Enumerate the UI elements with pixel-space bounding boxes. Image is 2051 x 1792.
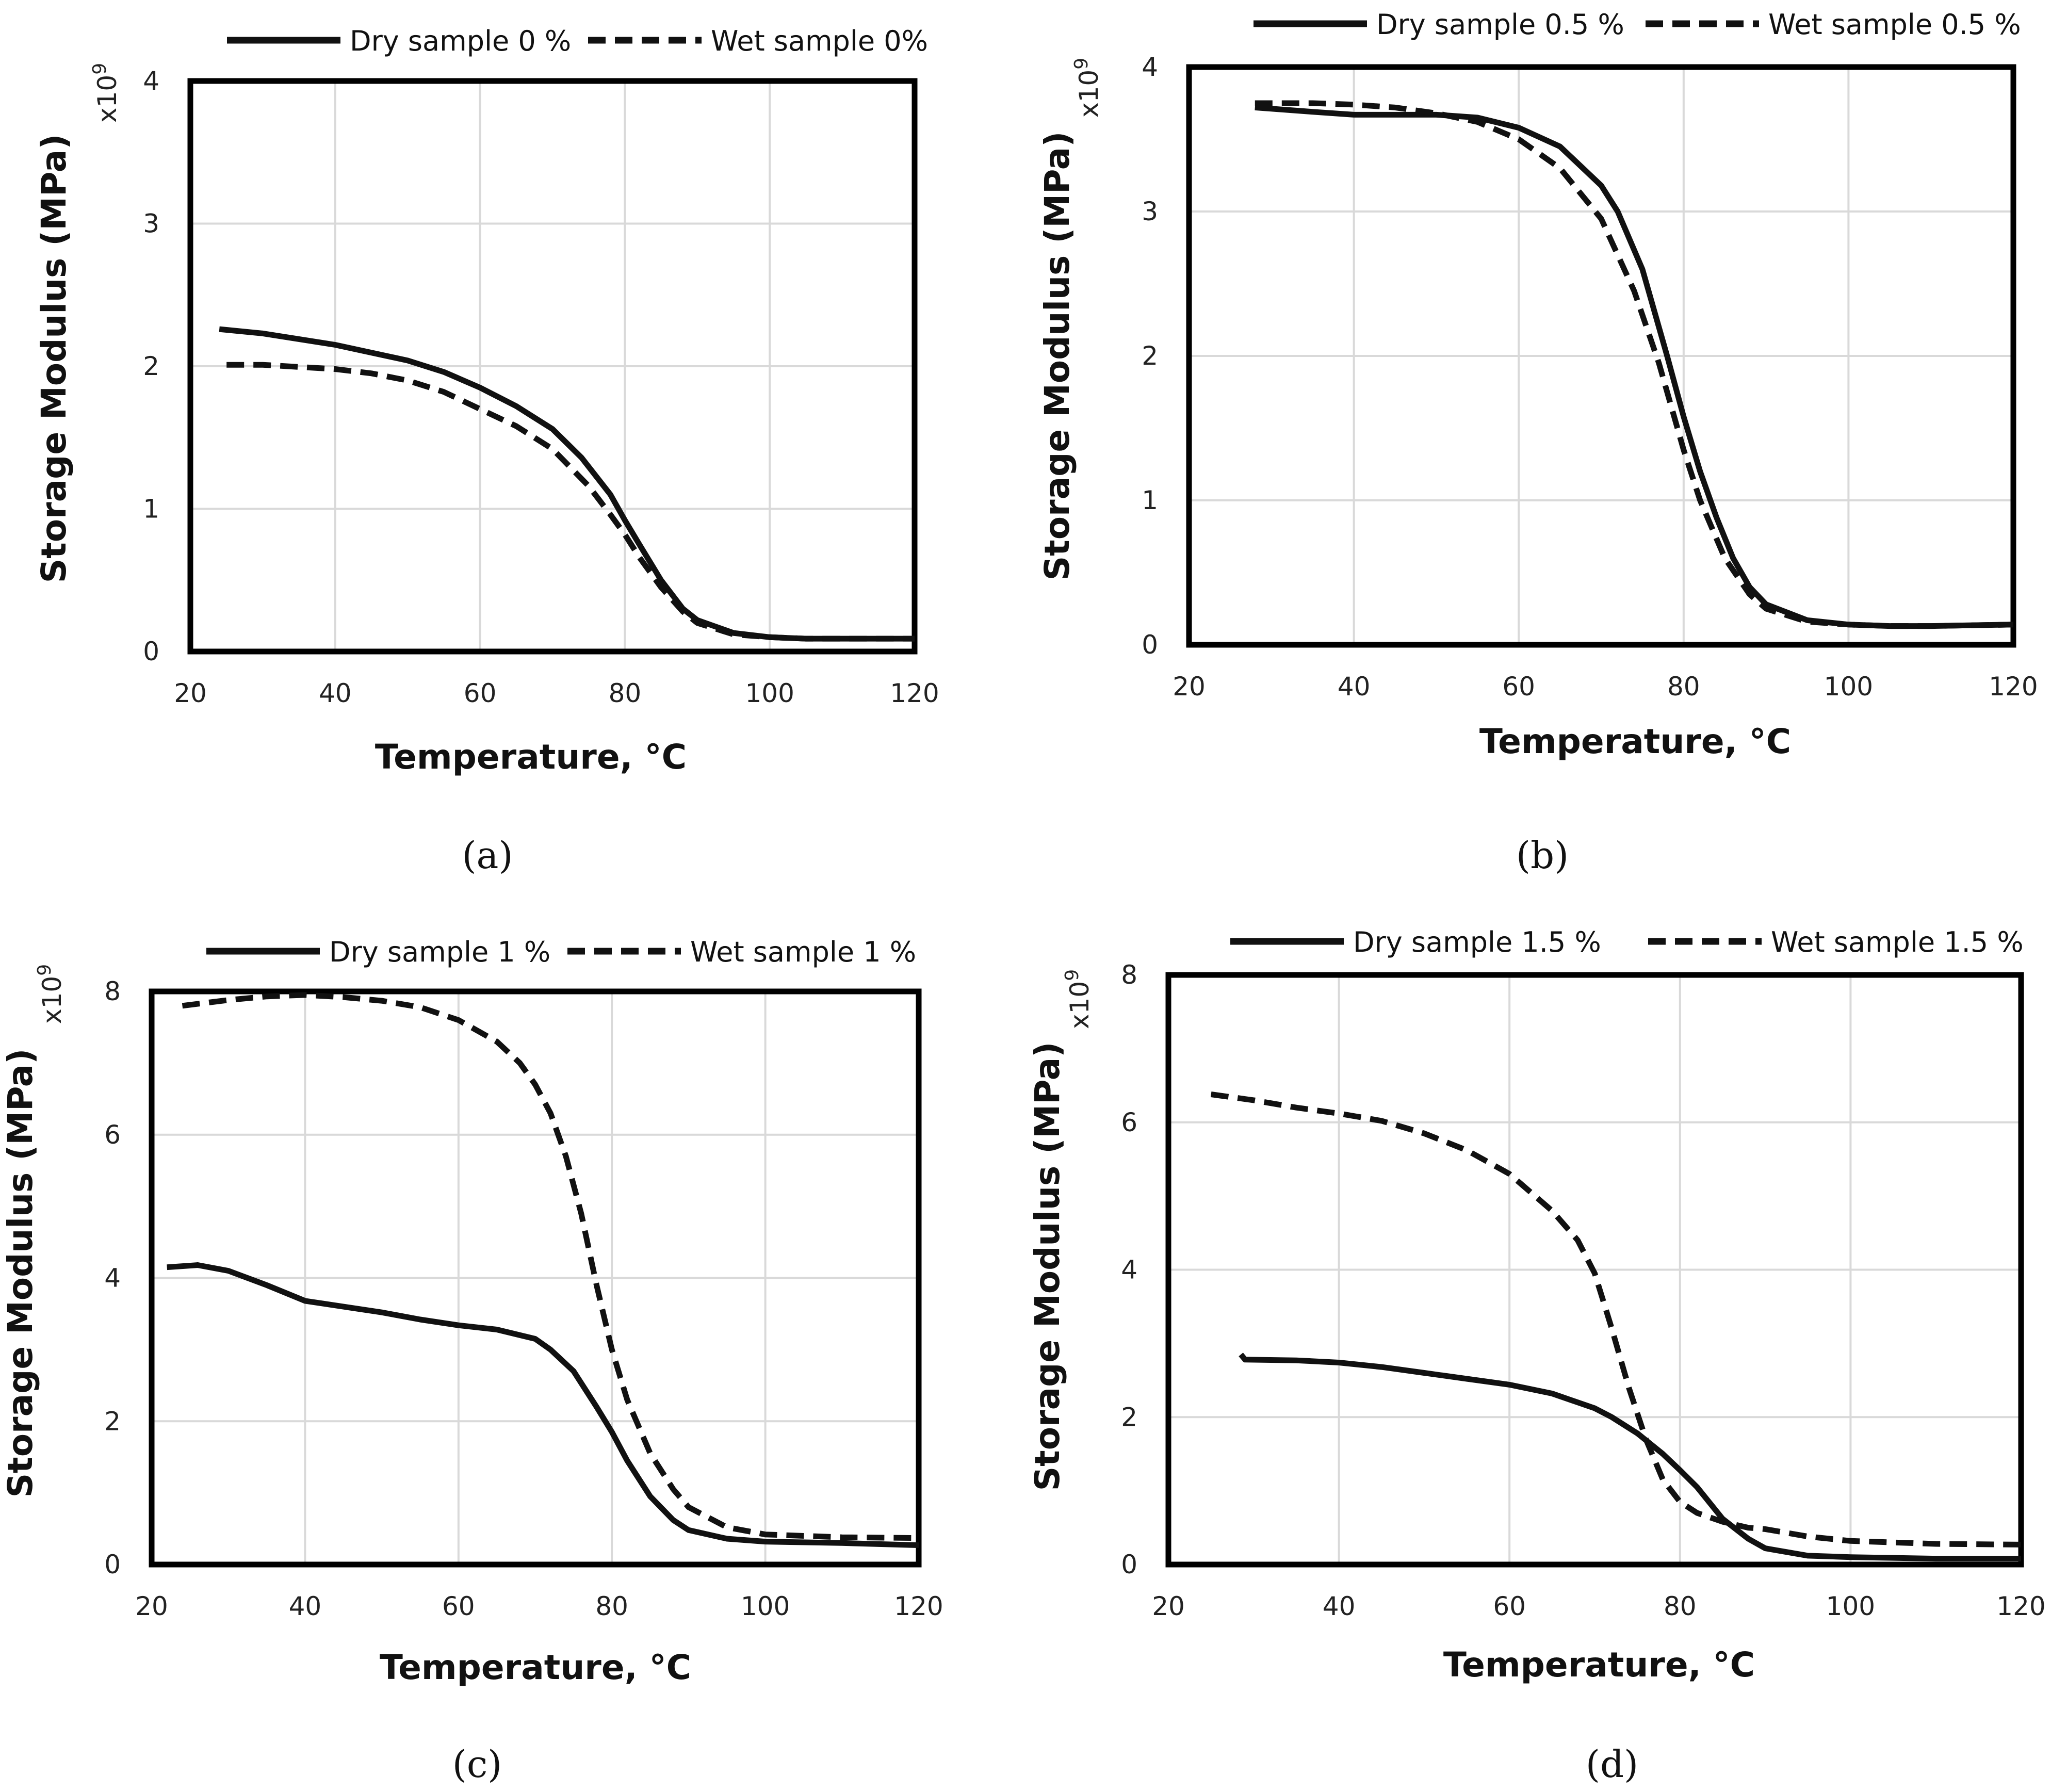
- x-tick-label: 100: [741, 1591, 790, 1621]
- legend-label-wet: Wet sample 1 %: [690, 936, 916, 968]
- x-tick-label: 40: [289, 1591, 322, 1621]
- chart-panel-c: Dry sample 1 % Wet sample 1 % Storage Mo…: [1, 936, 943, 1786]
- y-axis-title: Storage Modulus (MPa): [1028, 1042, 1067, 1491]
- x-tick-label: 120: [1996, 1591, 2045, 1621]
- y-tick-label: 8: [104, 976, 121, 1006]
- x-axis-title: Temperature, °C: [375, 737, 687, 777]
- y-tick-label: 1: [1142, 485, 1158, 515]
- plot-frame: [1165, 972, 2024, 1568]
- panel-caption: (c): [452, 1742, 502, 1786]
- series-line-wet: [1210, 1092, 2022, 1547]
- legend-label-wet: Wet sample 0.5 %: [1768, 8, 2021, 41]
- x-tick-label: 40: [319, 678, 352, 708]
- y-tick-label: 4: [104, 1263, 121, 1293]
- gridlines: [190, 81, 915, 651]
- x-tick-label: 80: [609, 678, 642, 708]
- legend-label-dry: Dry sample 0 %: [350, 25, 571, 57]
- series-line-wet: [1255, 100, 2014, 629]
- y-axis-multiplier: x109: [1071, 58, 1104, 118]
- y-axis-title: Storage Modulus (MPa): [1037, 132, 1077, 581]
- y-tick-label: 6: [1121, 1107, 1137, 1137]
- gridlines: [1189, 67, 2013, 645]
- x-axis-title: Temperature, °C: [380, 1648, 691, 1687]
- legend: Dry sample 1.5 % Wet sample 1.5 %: [1230, 926, 2024, 958]
- y-tick-label: 2: [1121, 1402, 1137, 1432]
- x-axis-title: Temperature, °C: [1479, 722, 1791, 761]
- series-line-dry: [219, 326, 915, 642]
- chart-panel-d: Dry sample 1.5 % Wet sample 1.5 % Storag…: [1028, 926, 2046, 1786]
- x-tick-label: 120: [890, 678, 939, 708]
- series-line-dry: [1239, 1353, 2021, 1562]
- y-tick-label: 3: [143, 209, 159, 239]
- panel-caption: (d): [1586, 1742, 1638, 1786]
- x-tick-label: 80: [595, 1591, 628, 1621]
- legend-label-dry: Dry sample 1.5 %: [1353, 926, 1601, 958]
- x-tick-label: 80: [1664, 1591, 1697, 1621]
- plot-frame: [1186, 64, 2016, 648]
- legend-label-dry: Dry sample 0.5 %: [1376, 8, 1624, 41]
- y-axis-multiplier: x109: [34, 964, 67, 1024]
- y-tick-label: 0: [1121, 1550, 1137, 1579]
- series-line-wet: [182, 992, 919, 1541]
- x-tick-label: 100: [1824, 672, 1873, 702]
- plot-frame: [149, 988, 922, 1568]
- x-tick-label: 40: [1338, 672, 1371, 702]
- x-tick-label: 60: [1493, 1591, 1526, 1621]
- legend: Dry sample 0 % Wet sample 0%: [227, 25, 928, 57]
- y-tick-label: 4: [1121, 1255, 1137, 1285]
- legend: Dry sample 1 % Wet sample 1 %: [206, 936, 916, 968]
- y-tick-label: 6: [104, 1120, 121, 1150]
- x-tick-label: 120: [1989, 672, 2038, 702]
- x-tick-label: 20: [174, 678, 207, 708]
- x-axis-title: Temperature, °C: [1443, 1645, 1755, 1685]
- panel-caption: (b): [1516, 834, 1569, 877]
- y-tick-label: 4: [143, 66, 159, 96]
- y-axis-multiplier: x109: [1062, 969, 1095, 1029]
- x-tick-label: 20: [1173, 672, 1206, 702]
- panel-caption: (a): [462, 834, 513, 877]
- y-tick-label: 0: [1142, 630, 1158, 660]
- gridlines: [152, 991, 919, 1565]
- gridlines: [1168, 975, 2021, 1565]
- series-line-wet: [226, 362, 915, 642]
- y-axis-title: Storage Modulus (MPa): [1, 1049, 40, 1498]
- x-tick-label: 60: [1502, 672, 1535, 702]
- x-tick-label: 120: [894, 1591, 943, 1621]
- x-tick-label: 60: [442, 1591, 475, 1621]
- x-tick-label: 20: [135, 1591, 168, 1621]
- legend-label-wet: Wet sample 0%: [711, 25, 928, 57]
- legend-label-dry: Dry sample 1 %: [329, 936, 550, 968]
- chart-panel-a: Dry sample 0 % Wet sample 0% Storage Mod…: [34, 25, 939, 877]
- y-tick-label: 8: [1121, 960, 1137, 990]
- legend-label-wet: Wet sample 1.5 %: [1771, 926, 2024, 958]
- y-tick-label: 1: [143, 494, 159, 524]
- y-tick-label: 0: [143, 637, 159, 666]
- x-tick-label: 100: [745, 678, 794, 708]
- y-axis-multiplier: x109: [89, 63, 122, 123]
- series-line-dry: [1255, 104, 2014, 629]
- y-tick-label: 3: [1142, 197, 1158, 226]
- x-tick-label: 100: [1826, 1591, 1875, 1621]
- x-tick-label: 40: [1323, 1591, 1356, 1621]
- y-tick-label: 2: [104, 1406, 121, 1436]
- y-tick-label: 4: [1142, 52, 1158, 82]
- legend: Dry sample 0.5 % Wet sample 0.5 %: [1254, 8, 2021, 41]
- y-tick-label: 0: [104, 1550, 121, 1579]
- x-tick-label: 20: [1152, 1591, 1185, 1621]
- plot-frame: [187, 78, 918, 655]
- y-axis-title: Storage Modulus (MPa): [34, 134, 74, 583]
- y-tick-label: 2: [143, 351, 159, 381]
- x-tick-label: 80: [1667, 672, 1700, 702]
- series-line-dry: [167, 1262, 919, 1548]
- x-tick-label: 60: [464, 678, 497, 708]
- chart-panel-b: Dry sample 0.5 % Wet sample 0.5 % Storag…: [1037, 8, 2038, 877]
- y-tick-label: 2: [1142, 341, 1158, 371]
